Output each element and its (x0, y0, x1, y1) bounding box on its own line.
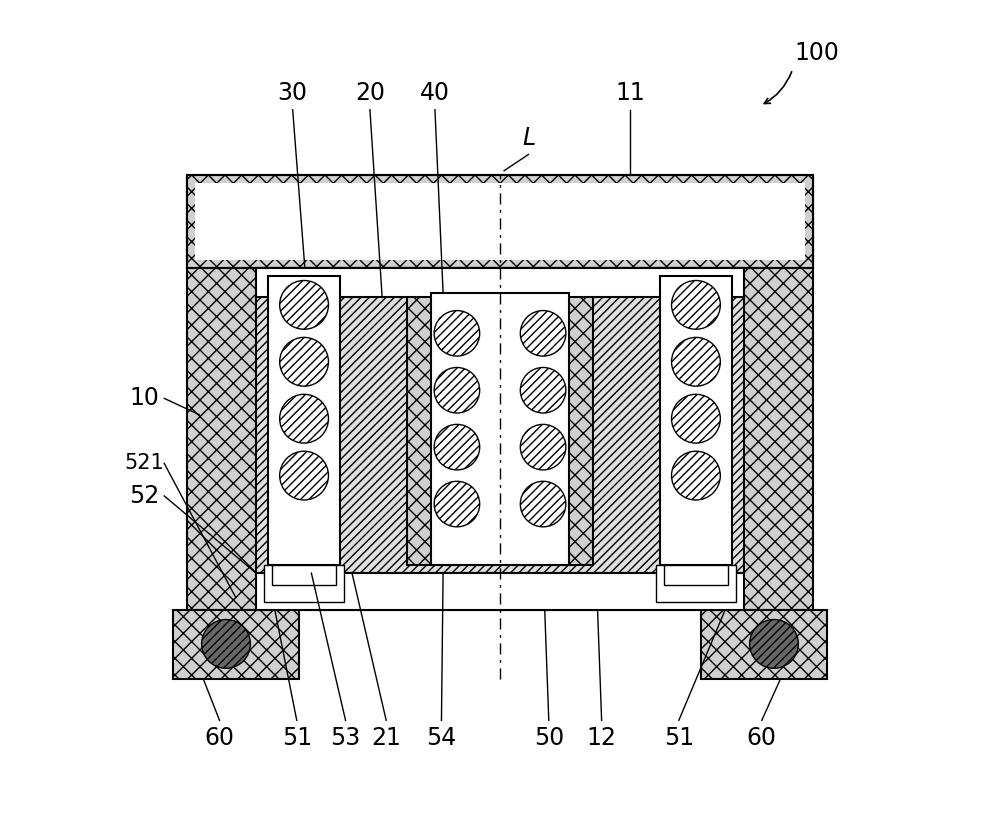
Bar (656, 565, 736, 602)
Circle shape (672, 394, 720, 443)
Circle shape (280, 394, 328, 443)
Bar (664, 565, 728, 585)
Bar (268, 276, 340, 565)
Circle shape (520, 367, 566, 413)
Bar (701, 610, 827, 679)
Text: 20: 20 (355, 81, 385, 106)
Bar (187, 175, 813, 268)
Bar (407, 293, 593, 565)
Circle shape (280, 337, 328, 386)
Circle shape (202, 620, 250, 668)
Text: 51: 51 (664, 726, 694, 750)
Text: 60: 60 (205, 726, 235, 750)
Text: 21: 21 (371, 726, 401, 750)
Text: L: L (522, 126, 535, 150)
Bar (264, 565, 344, 602)
Bar (256, 268, 744, 297)
Bar (187, 175, 813, 268)
Circle shape (520, 481, 566, 527)
Bar (256, 573, 744, 610)
Circle shape (280, 451, 328, 500)
Text: 60: 60 (747, 726, 777, 750)
Bar (173, 610, 299, 679)
Text: 100: 100 (795, 41, 840, 65)
Circle shape (520, 311, 566, 356)
Text: 51: 51 (282, 726, 312, 750)
Circle shape (434, 311, 480, 356)
Circle shape (672, 280, 720, 329)
Bar (660, 276, 732, 565)
Text: 521: 521 (124, 454, 164, 473)
Text: 40: 40 (420, 81, 450, 106)
Text: 50: 50 (534, 726, 564, 750)
Text: 30: 30 (278, 81, 308, 106)
Text: 11: 11 (615, 81, 645, 106)
Circle shape (280, 280, 328, 329)
Circle shape (520, 424, 566, 470)
Bar (256, 268, 744, 573)
Circle shape (672, 451, 720, 500)
Text: 52: 52 (129, 484, 159, 508)
Circle shape (434, 481, 480, 527)
Text: 12: 12 (587, 726, 617, 750)
Circle shape (672, 337, 720, 386)
Circle shape (434, 367, 480, 413)
Bar (187, 179, 813, 610)
Circle shape (750, 620, 798, 668)
Bar (195, 183, 805, 260)
Text: 10: 10 (129, 386, 159, 411)
Text: 53: 53 (330, 726, 361, 750)
Circle shape (434, 424, 480, 470)
Bar (431, 293, 569, 565)
Bar (272, 565, 336, 585)
Text: 54: 54 (426, 726, 457, 750)
